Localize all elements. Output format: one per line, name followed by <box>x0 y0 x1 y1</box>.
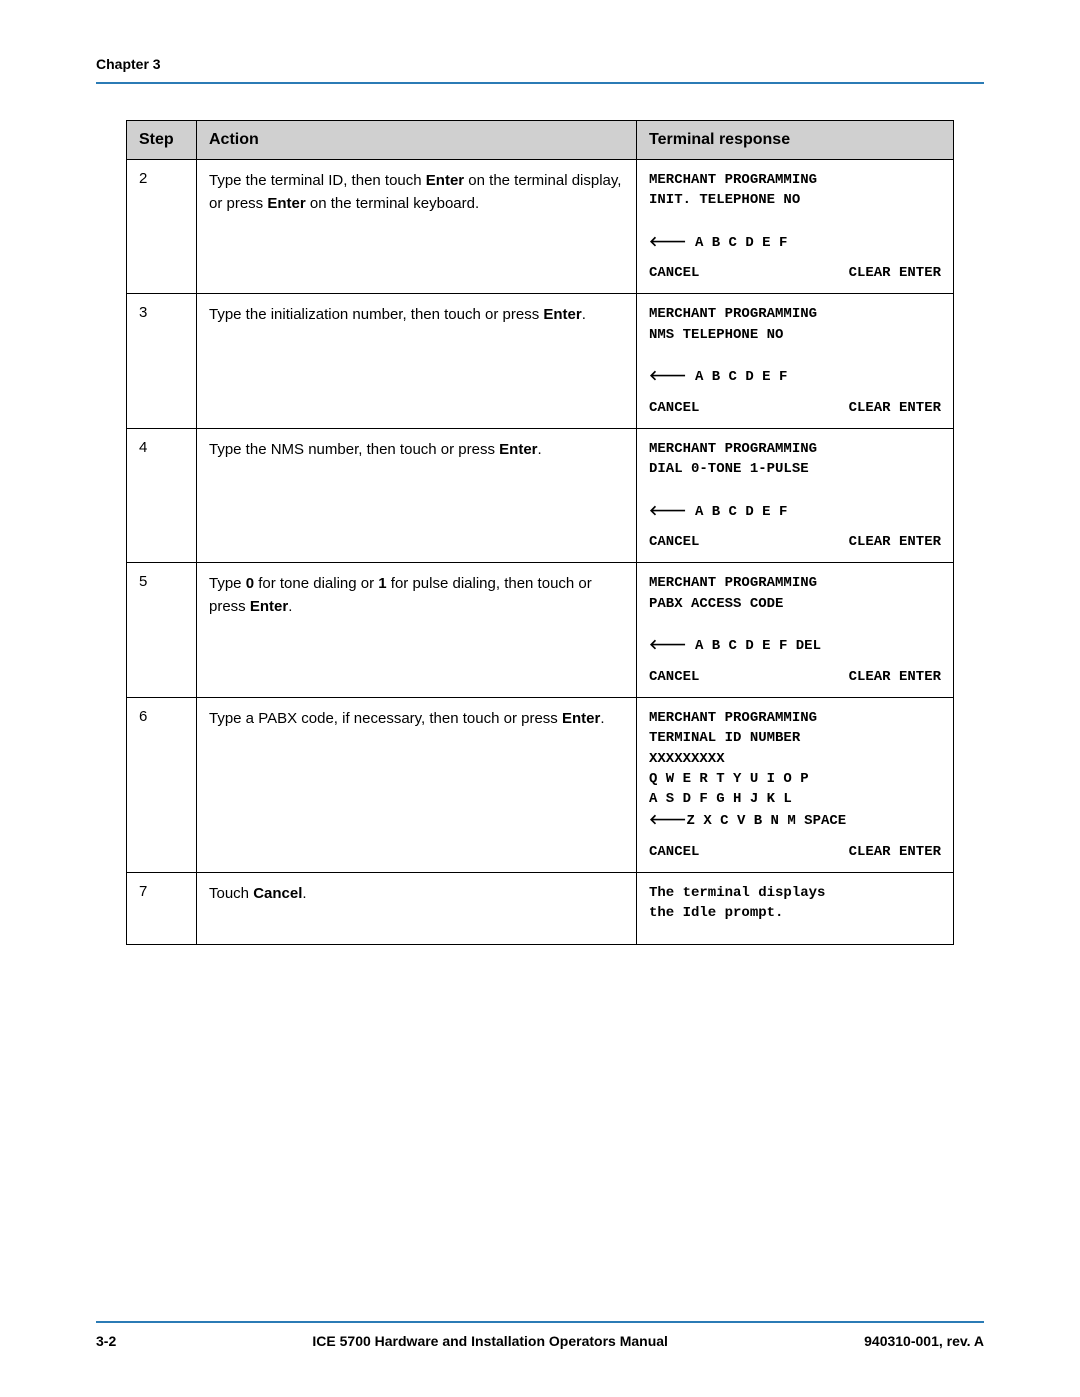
terminal-bottom-row: CANCEL CLEAR ENTER <box>649 667 941 687</box>
back-arrow-icon: 🡐 <box>649 367 687 383</box>
terminal-bottom-row: CANCEL CLEAR ENTER <box>649 532 941 552</box>
action-cell: Type a PABX code, if necessary, then tou… <box>197 697 637 872</box>
terminal-lines: MERCHANT PROGRAMMING NMS TELEPHONE NO 🡐 … <box>649 304 941 387</box>
table-row: 2Type the terminal ID, then touch Enter … <box>127 160 954 294</box>
header-rule <box>96 82 984 84</box>
back-arrow-icon: 🡐 <box>649 811 687 827</box>
terminal-bottom-row: CANCEL CLEAR ENTER <box>649 842 941 862</box>
cancel-label: CANCEL <box>649 398 699 418</box>
step-cell: 2 <box>127 160 197 294</box>
clear-enter-label: CLEAR ENTER <box>849 398 941 418</box>
cancel-label: CANCEL <box>649 263 699 283</box>
response-cell: The terminal displays the Idle prompt. <box>637 873 954 945</box>
back-arrow-icon: 🡐 <box>649 233 687 249</box>
step-cell: 3 <box>127 294 197 428</box>
col-response: Terminal response <box>637 121 954 160</box>
footer-wrap: 3-2 ICE 5700 Hardware and Installation O… <box>96 1321 984 1349</box>
page: Chapter 3 Step Action Terminal response … <box>0 0 1080 1397</box>
manual-title: ICE 5700 Hardware and Installation Opera… <box>116 1333 864 1349</box>
action-cell: Touch Cancel. <box>197 873 637 945</box>
table-row: 5Type 0 for tone dialing or 1 for pulse … <box>127 563 954 697</box>
response-cell: MERCHANT PROGRAMMING DIAL 0-TONE 1-PULSE… <box>637 428 954 562</box>
clear-enter-label: CLEAR ENTER <box>849 842 941 862</box>
action-cell: Type the NMS number, then touch or press… <box>197 428 637 562</box>
clear-enter-label: CLEAR ENTER <box>849 532 941 552</box>
step-cell: 4 <box>127 428 197 562</box>
page-number: 3-2 <box>96 1333 116 1349</box>
response-cell: MERCHANT PROGRAMMING INIT. TELEPHONE NO … <box>637 160 954 294</box>
response-cell: MERCHANT PROGRAMMING NMS TELEPHONE NO 🡐 … <box>637 294 954 428</box>
terminal-lines: MERCHANT PROGRAMMING TERMINAL ID NUMBER … <box>649 708 941 832</box>
terminal-bottom-row: CANCEL CLEAR ENTER <box>649 398 941 418</box>
footer-rule <box>96 1321 984 1323</box>
col-action: Action <box>197 121 637 160</box>
back-arrow-icon: 🡐 <box>649 636 687 652</box>
response-cell: MERCHANT PROGRAMMING PABX ACCESS CODE 🡐 … <box>637 563 954 697</box>
table-row: 4Type the NMS number, then touch or pres… <box>127 428 954 562</box>
terminal-bottom-row: CANCEL CLEAR ENTER <box>649 263 941 283</box>
step-cell: 6 <box>127 697 197 872</box>
page-footer: 3-2 ICE 5700 Hardware and Installation O… <box>96 1333 984 1349</box>
cancel-label: CANCEL <box>649 842 699 862</box>
terminal-lines: MERCHANT PROGRAMMING DIAL 0-TONE 1-PULSE… <box>649 439 941 522</box>
chapter-label: Chapter 3 <box>96 56 984 82</box>
table-row: 3Type the initialization number, then to… <box>127 294 954 428</box>
table-header-row: Step Action Terminal response <box>127 121 954 160</box>
table-row: 7Touch Cancel. The terminal displays the … <box>127 873 954 945</box>
step-cell: 7 <box>127 873 197 945</box>
back-arrow-icon: 🡐 <box>649 502 687 518</box>
doc-revision: 940310-001, rev. A <box>864 1333 984 1349</box>
steps-table: Step Action Terminal response 2Type the … <box>126 120 954 945</box>
step-cell: 5 <box>127 563 197 697</box>
clear-enter-label: CLEAR ENTER <box>849 263 941 283</box>
content-area: Step Action Terminal response 2Type the … <box>96 120 984 1321</box>
action-cell: Type the terminal ID, then touch Enter o… <box>197 160 637 294</box>
cancel-label: CANCEL <box>649 532 699 552</box>
col-step: Step <box>127 121 197 160</box>
cancel-label: CANCEL <box>649 667 699 687</box>
terminal-lines: MERCHANT PROGRAMMING PABX ACCESS CODE 🡐 … <box>649 573 941 656</box>
table-row: 6Type a PABX code, if necessary, then to… <box>127 697 954 872</box>
action-cell: Type 0 for tone dialing or 1 for pulse d… <box>197 563 637 697</box>
response-cell: MERCHANT PROGRAMMING TERMINAL ID NUMBER … <box>637 697 954 872</box>
terminal-lines: The terminal displays the Idle prompt. <box>649 883 941 924</box>
terminal-lines: MERCHANT PROGRAMMING INIT. TELEPHONE NO … <box>649 170 941 253</box>
action-cell: Type the initialization number, then tou… <box>197 294 637 428</box>
clear-enter-label: CLEAR ENTER <box>849 667 941 687</box>
